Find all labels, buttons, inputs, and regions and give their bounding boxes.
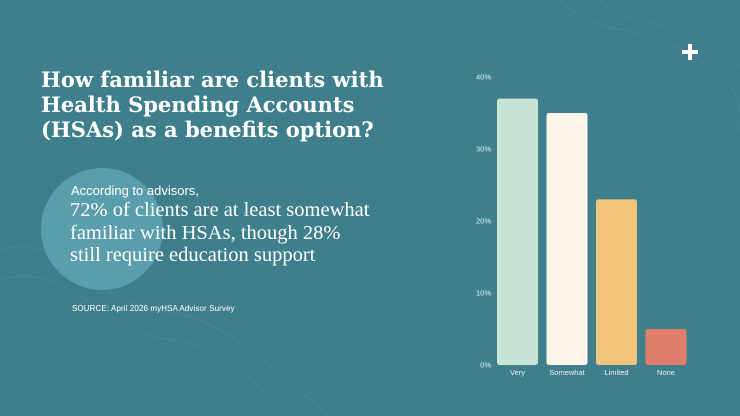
y-tick-label: 20% xyxy=(476,217,491,226)
source-note: SOURCE: April 2026 myHSA Advisor Survey xyxy=(72,304,235,313)
bar-none xyxy=(645,329,687,365)
x-category-label: Somewhat xyxy=(549,368,585,377)
y-tick-label: 40% xyxy=(476,73,491,82)
bar-somewhat xyxy=(546,113,588,365)
decorative-circle xyxy=(41,168,163,290)
slide-title: How familiar are clients with Health Spe… xyxy=(41,67,384,142)
y-tick-label: 30% xyxy=(476,145,491,154)
highlight-statement: 72% of clients are at least somewhat fam… xyxy=(70,199,370,266)
x-category-label: None xyxy=(657,368,675,377)
x-category-label: Limited xyxy=(604,368,628,377)
bar-limited xyxy=(596,199,637,365)
y-tick-label: 0% xyxy=(480,361,491,370)
x-category-label: Very xyxy=(510,368,525,377)
bar-very xyxy=(497,98,538,365)
plus-icon xyxy=(682,44,698,60)
lead-text: According to advisors, xyxy=(71,183,199,198)
y-tick-label: 10% xyxy=(476,289,491,298)
